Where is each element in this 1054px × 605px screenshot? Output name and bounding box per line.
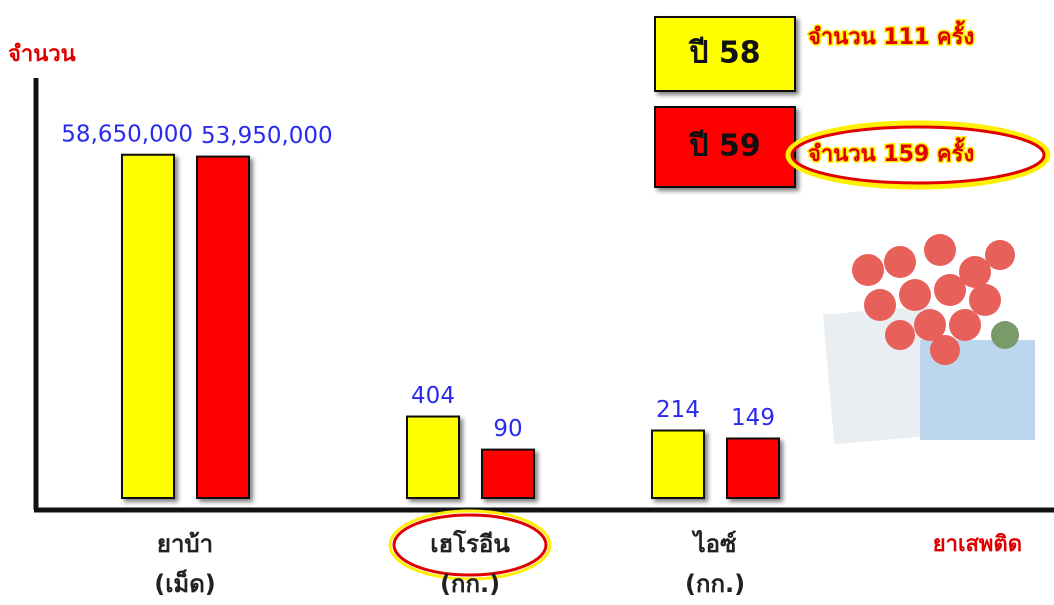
- value-label: 149: [731, 405, 775, 431]
- x-tick-unit: (กก.): [685, 570, 745, 598]
- bar: [196, 155, 250, 499]
- legend-note: จำนวน 111 ครั้ง: [808, 20, 974, 50]
- value-label: 58,650,000: [61, 121, 193, 147]
- x-tick-label: ไอซ์: [691, 529, 737, 558]
- highlight: [392, 513, 548, 577]
- x-tick-unit: (เม็ด): [154, 569, 216, 598]
- legend-label: ปี 59: [687, 129, 760, 164]
- drug-image: [822, 234, 1035, 445]
- value-label: 53,950,000: [201, 123, 333, 149]
- x-tick-label: ยาบ้า: [157, 530, 213, 558]
- y-axis-label: จำนวน: [8, 42, 76, 67]
- legend-swatch: [654, 106, 796, 188]
- bar: [121, 153, 175, 499]
- value-label: 214: [656, 397, 700, 423]
- bar: [651, 429, 705, 500]
- value-label: 404: [411, 383, 455, 409]
- bar: [726, 437, 780, 499]
- legend-swatch: [654, 16, 796, 92]
- bar: [406, 415, 460, 499]
- bar: [481, 448, 535, 499]
- x-axis-label: ยาเสพติด: [933, 532, 1022, 557]
- highlight: [785, 120, 1051, 190]
- legend-note: จำนวน 159 ครั้ง: [808, 137, 974, 167]
- legend-label: ปี 58: [687, 36, 760, 71]
- x-tick-label: เฮโรอีน: [430, 529, 510, 558]
- value-label: 90: [493, 416, 522, 442]
- x-tick-unit: (กก.): [440, 570, 500, 598]
- highlight: [790, 125, 1046, 185]
- highlight-glow: [388, 509, 552, 581]
